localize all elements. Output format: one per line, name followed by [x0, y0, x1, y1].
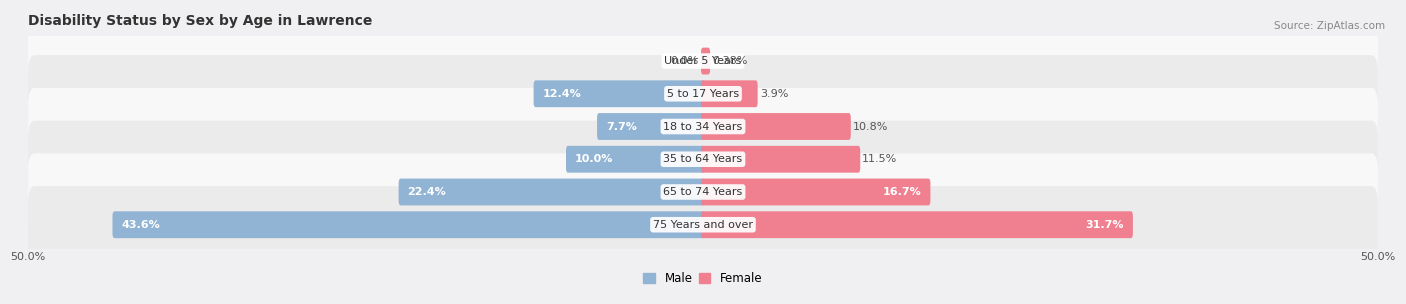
Text: 12.4%: 12.4%	[543, 89, 581, 99]
Text: 22.4%: 22.4%	[408, 187, 446, 197]
FancyBboxPatch shape	[28, 55, 1378, 133]
FancyBboxPatch shape	[567, 146, 704, 173]
Text: 16.7%: 16.7%	[883, 187, 922, 197]
FancyBboxPatch shape	[702, 48, 710, 74]
Text: 31.7%: 31.7%	[1085, 220, 1125, 230]
Text: 0.0%: 0.0%	[671, 56, 699, 66]
Text: 5 to 17 Years: 5 to 17 Years	[666, 89, 740, 99]
Text: 3.9%: 3.9%	[759, 89, 789, 99]
Text: 10.0%: 10.0%	[575, 154, 613, 164]
Text: 18 to 34 Years: 18 to 34 Years	[664, 122, 742, 132]
FancyBboxPatch shape	[702, 211, 1133, 238]
Text: Source: ZipAtlas.com: Source: ZipAtlas.com	[1274, 21, 1385, 31]
FancyBboxPatch shape	[28, 22, 1378, 100]
FancyBboxPatch shape	[28, 186, 1378, 263]
FancyBboxPatch shape	[702, 178, 931, 206]
Text: 43.6%: 43.6%	[121, 220, 160, 230]
FancyBboxPatch shape	[399, 178, 704, 206]
FancyBboxPatch shape	[702, 113, 851, 140]
Text: 0.38%: 0.38%	[713, 56, 748, 66]
FancyBboxPatch shape	[702, 80, 758, 107]
FancyBboxPatch shape	[28, 153, 1378, 231]
Text: 65 to 74 Years: 65 to 74 Years	[664, 187, 742, 197]
Text: 35 to 64 Years: 35 to 64 Years	[664, 154, 742, 164]
Text: 10.8%: 10.8%	[853, 122, 889, 132]
Text: 11.5%: 11.5%	[862, 154, 897, 164]
Text: 75 Years and over: 75 Years and over	[652, 220, 754, 230]
Text: Under 5 Years: Under 5 Years	[665, 56, 741, 66]
Text: Disability Status by Sex by Age in Lawrence: Disability Status by Sex by Age in Lawre…	[28, 14, 373, 28]
Legend: Male, Female: Male, Female	[638, 268, 768, 290]
FancyBboxPatch shape	[28, 121, 1378, 198]
FancyBboxPatch shape	[598, 113, 704, 140]
FancyBboxPatch shape	[28, 88, 1378, 165]
Text: 7.7%: 7.7%	[606, 122, 637, 132]
FancyBboxPatch shape	[702, 146, 860, 173]
FancyBboxPatch shape	[534, 80, 704, 107]
FancyBboxPatch shape	[112, 211, 704, 238]
